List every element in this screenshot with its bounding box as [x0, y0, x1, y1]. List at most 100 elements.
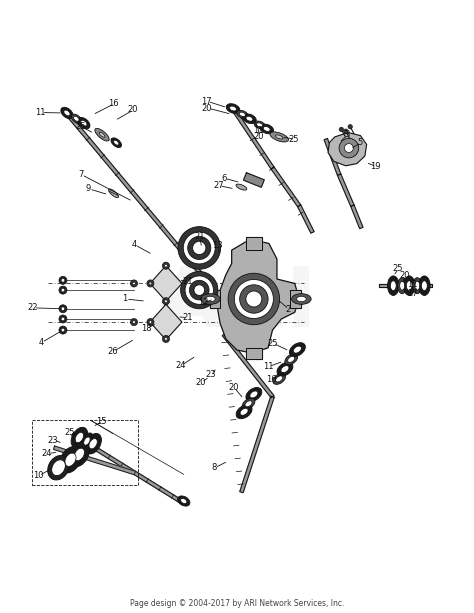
Text: 18: 18 — [141, 324, 151, 333]
Ellipse shape — [74, 448, 84, 460]
Ellipse shape — [406, 281, 412, 291]
Polygon shape — [217, 239, 299, 353]
Text: 21: 21 — [182, 313, 192, 322]
Ellipse shape — [270, 132, 289, 142]
Circle shape — [164, 338, 167, 340]
Polygon shape — [328, 132, 367, 166]
Ellipse shape — [64, 110, 70, 116]
Text: 6: 6 — [221, 173, 227, 183]
Circle shape — [149, 282, 152, 285]
Text: 7: 7 — [78, 170, 83, 179]
Polygon shape — [298, 205, 314, 233]
Text: 22: 22 — [27, 303, 38, 313]
Circle shape — [190, 280, 209, 300]
Circle shape — [339, 127, 344, 132]
Circle shape — [234, 280, 273, 319]
Text: 11: 11 — [253, 126, 264, 135]
Circle shape — [61, 317, 65, 321]
Text: 25: 25 — [392, 264, 403, 273]
Ellipse shape — [61, 107, 73, 119]
Ellipse shape — [254, 121, 265, 129]
Circle shape — [61, 307, 65, 311]
Text: 2: 2 — [285, 305, 291, 314]
Ellipse shape — [290, 343, 305, 357]
Text: 25: 25 — [64, 428, 74, 436]
Ellipse shape — [84, 437, 90, 445]
Ellipse shape — [245, 401, 252, 407]
Polygon shape — [246, 237, 262, 250]
Ellipse shape — [246, 387, 262, 402]
Circle shape — [181, 272, 218, 309]
Text: 15: 15 — [96, 417, 107, 425]
Ellipse shape — [114, 140, 119, 145]
Text: 8: 8 — [211, 463, 217, 472]
Text: 16: 16 — [266, 375, 277, 384]
Ellipse shape — [398, 278, 407, 294]
Ellipse shape — [246, 116, 253, 121]
Circle shape — [339, 139, 359, 158]
Ellipse shape — [273, 373, 285, 384]
Circle shape — [178, 227, 220, 269]
Ellipse shape — [201, 294, 220, 304]
Ellipse shape — [264, 126, 270, 131]
Circle shape — [163, 262, 170, 269]
Ellipse shape — [243, 114, 256, 124]
Polygon shape — [150, 304, 182, 340]
Ellipse shape — [292, 294, 311, 304]
Text: 20: 20 — [253, 132, 264, 141]
Ellipse shape — [75, 432, 83, 443]
Text: 20: 20 — [400, 272, 410, 280]
Text: 17: 17 — [201, 97, 212, 106]
Text: 13: 13 — [212, 241, 222, 250]
Polygon shape — [244, 173, 264, 187]
Text: 20: 20 — [128, 105, 138, 115]
Ellipse shape — [413, 278, 422, 294]
Circle shape — [61, 278, 65, 282]
Ellipse shape — [59, 446, 82, 473]
Text: 17: 17 — [407, 289, 418, 298]
Ellipse shape — [421, 281, 427, 291]
Circle shape — [61, 329, 65, 332]
Ellipse shape — [400, 281, 405, 290]
Ellipse shape — [226, 104, 240, 113]
Circle shape — [164, 264, 167, 267]
Circle shape — [345, 143, 353, 153]
Ellipse shape — [293, 346, 301, 353]
Ellipse shape — [388, 276, 399, 295]
Ellipse shape — [99, 132, 105, 137]
Ellipse shape — [65, 453, 76, 466]
Text: 26: 26 — [108, 347, 118, 356]
Ellipse shape — [236, 405, 252, 419]
Ellipse shape — [71, 114, 81, 123]
Ellipse shape — [240, 408, 248, 415]
Bar — [32, 420, 138, 485]
Text: 21: 21 — [182, 276, 192, 286]
Polygon shape — [324, 139, 341, 175]
Ellipse shape — [288, 356, 295, 362]
Ellipse shape — [85, 433, 101, 454]
Ellipse shape — [239, 112, 246, 116]
Ellipse shape — [419, 276, 430, 295]
Ellipse shape — [78, 118, 90, 129]
Circle shape — [194, 285, 205, 295]
Text: 3: 3 — [345, 130, 350, 139]
Ellipse shape — [242, 398, 255, 409]
Ellipse shape — [285, 354, 298, 365]
Text: 25: 25 — [289, 135, 299, 143]
Circle shape — [185, 276, 213, 304]
Ellipse shape — [205, 296, 215, 302]
Text: 21: 21 — [194, 232, 204, 242]
Circle shape — [228, 273, 280, 325]
Circle shape — [133, 282, 135, 285]
Text: 25: 25 — [75, 122, 86, 131]
Ellipse shape — [260, 124, 273, 134]
Circle shape — [188, 237, 211, 259]
Ellipse shape — [52, 460, 65, 476]
Circle shape — [59, 276, 67, 284]
Polygon shape — [379, 284, 432, 287]
Ellipse shape — [415, 281, 419, 290]
Text: 23: 23 — [47, 436, 58, 444]
Text: 1: 1 — [122, 294, 128, 303]
Text: Page design © 2004-2017 by ARI Network Services, Inc.: Page design © 2004-2017 by ARI Network S… — [130, 599, 344, 608]
Ellipse shape — [403, 276, 415, 295]
